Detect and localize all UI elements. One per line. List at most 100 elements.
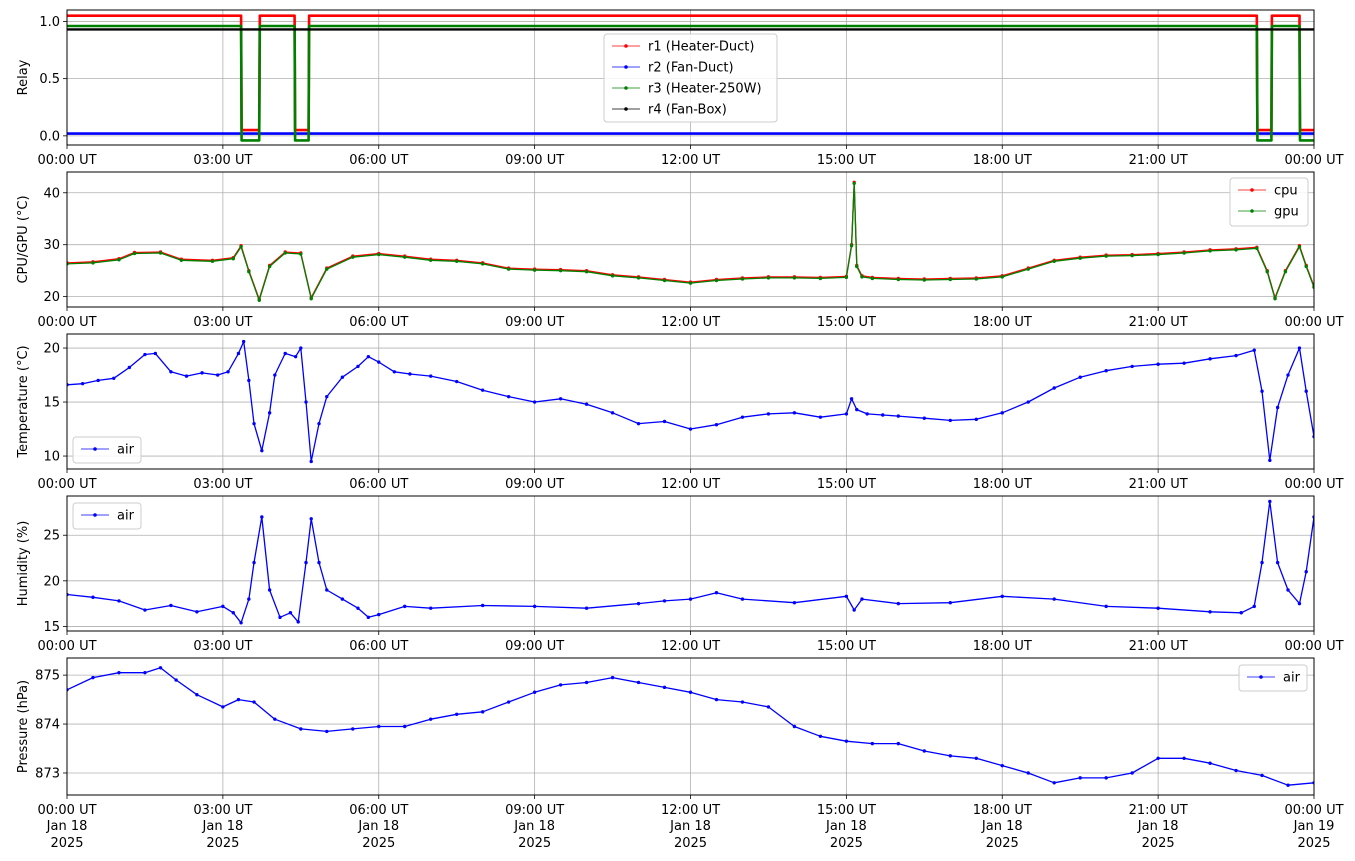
data-point bbox=[366, 615, 371, 620]
data-point bbox=[153, 351, 158, 356]
data-point bbox=[1000, 411, 1004, 415]
data-point bbox=[273, 373, 277, 377]
data-point bbox=[974, 756, 978, 761]
x-tick-label: 09:00 UT bbox=[505, 803, 564, 818]
data-point bbox=[304, 400, 308, 404]
data-point bbox=[143, 608, 147, 612]
data-point bbox=[247, 597, 251, 601]
data-point bbox=[377, 724, 381, 729]
x-tick-label: 09:00 UT bbox=[505, 477, 564, 492]
data-point bbox=[714, 278, 719, 283]
data-point bbox=[1000, 275, 1004, 279]
data-point bbox=[1286, 783, 1290, 787]
legend-label: air bbox=[117, 443, 135, 458]
data-point bbox=[1130, 253, 1134, 258]
data-point bbox=[714, 423, 719, 427]
data-point bbox=[169, 603, 173, 608]
y-tick-label: 30 bbox=[43, 238, 60, 253]
x-year-label: 2025 bbox=[362, 836, 395, 851]
data-point bbox=[143, 352, 147, 357]
data-point bbox=[1273, 296, 1277, 301]
data-point bbox=[356, 364, 360, 369]
data-point bbox=[1078, 256, 1082, 260]
data-point bbox=[688, 690, 693, 694]
data-point bbox=[480, 603, 485, 608]
y-tick-label: 20 bbox=[43, 342, 60, 357]
data-point bbox=[226, 370, 230, 374]
data-point bbox=[200, 371, 204, 375]
data-point bbox=[948, 754, 952, 758]
x-tick-label: 21:00 UT bbox=[1129, 477, 1188, 492]
data-point bbox=[317, 421, 321, 426]
legend: cpu gpu bbox=[1229, 177, 1309, 227]
data-point bbox=[1208, 610, 1212, 614]
data-point bbox=[377, 360, 381, 364]
x-tick-label: 00:00 UT bbox=[1284, 477, 1343, 492]
data-point bbox=[454, 712, 459, 716]
data-point bbox=[112, 376, 116, 380]
x-tick-label: 03:00 UT bbox=[193, 639, 252, 654]
data-point bbox=[792, 276, 797, 280]
x-year-label: 2025 bbox=[206, 836, 239, 851]
legend-frame bbox=[1238, 664, 1308, 692]
data-point bbox=[1208, 357, 1212, 361]
data-point bbox=[325, 588, 329, 592]
data-point bbox=[252, 560, 256, 565]
data-point bbox=[714, 697, 719, 702]
axes-frame bbox=[66, 495, 1315, 632]
y-tick-label: 873 bbox=[35, 766, 60, 781]
x-date-label: Jan 18 bbox=[981, 819, 1023, 834]
x-year-label: 2025 bbox=[1142, 836, 1175, 851]
data-point bbox=[117, 599, 121, 603]
data-point bbox=[855, 407, 859, 412]
data-point bbox=[688, 281, 693, 285]
data-point bbox=[351, 255, 355, 259]
data-point bbox=[1156, 362, 1160, 366]
x-date-label: Jan 18 bbox=[202, 819, 244, 834]
legend-swatch-marker bbox=[624, 107, 628, 111]
data-point bbox=[429, 258, 433, 262]
data-point bbox=[299, 346, 303, 350]
axes-frame bbox=[66, 9, 1315, 146]
data-point bbox=[304, 560, 308, 565]
data-point bbox=[506, 267, 511, 271]
data-point bbox=[132, 251, 137, 256]
series-line bbox=[67, 182, 1314, 301]
x-tick-label: 00:00 UT bbox=[37, 477, 96, 492]
x-tick-label: 00:00 UT bbox=[37, 153, 96, 168]
data-point bbox=[1286, 588, 1290, 592]
y-tick-label: 40 bbox=[43, 186, 60, 201]
data-point bbox=[948, 601, 952, 605]
data-point bbox=[1234, 353, 1238, 358]
data-point bbox=[636, 421, 641, 426]
panel-1: 00:00 UT 03:00 UT 06:00 UT 09:00 UT 12:00 UT… bbox=[16, 9, 1344, 168]
data-point bbox=[818, 276, 823, 281]
x-date-label: Jan 18 bbox=[357, 819, 399, 834]
data-point bbox=[865, 412, 869, 416]
data-point bbox=[1275, 405, 1280, 410]
data-point bbox=[532, 604, 537, 609]
data-point bbox=[236, 351, 241, 356]
data-point bbox=[454, 379, 459, 384]
x-tick-label: 21:00 UT bbox=[1129, 153, 1188, 168]
x-tick-label: 03:00 UT bbox=[193, 153, 252, 168]
data-point bbox=[1297, 245, 1302, 249]
data-point bbox=[296, 620, 300, 624]
panel-2: 00:00 UT 03:00 UT 06:00 UT 09:00 UT 12:00 UT… bbox=[16, 171, 1344, 330]
data-point bbox=[896, 414, 901, 418]
data-point bbox=[506, 700, 511, 704]
data-point bbox=[325, 267, 329, 271]
x-tick-label: 15:00 UT bbox=[817, 153, 876, 168]
data-point bbox=[740, 415, 745, 419]
data-point bbox=[896, 741, 901, 746]
data-point bbox=[584, 680, 589, 685]
data-point bbox=[948, 418, 952, 423]
y-tick-label: 0.5 bbox=[39, 72, 60, 87]
data-point bbox=[283, 351, 287, 356]
data-point bbox=[766, 276, 771, 280]
legend-label: air bbox=[117, 509, 135, 524]
data-point bbox=[896, 601, 901, 606]
x-tick-label: 21:00 UT bbox=[1129, 639, 1188, 654]
axes-frame bbox=[66, 657, 1315, 796]
x-tick-label: 15:00 UT bbox=[817, 803, 876, 818]
